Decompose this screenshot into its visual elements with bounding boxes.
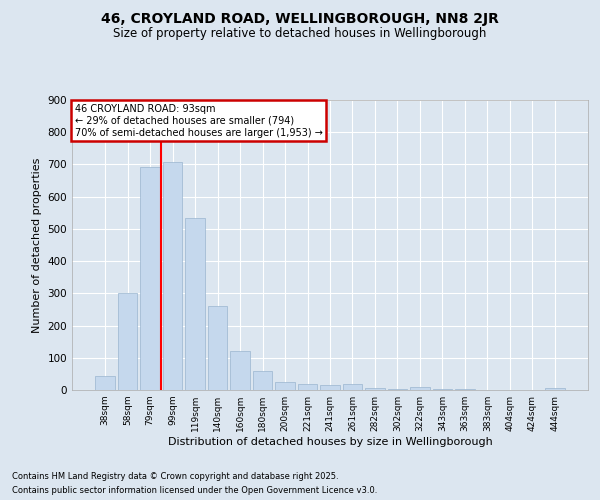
Bar xyxy=(275,382,295,390)
Text: Contains HM Land Registry data © Crown copyright and database right 2025.: Contains HM Land Registry data © Crown c… xyxy=(12,472,338,481)
Bar xyxy=(185,218,205,390)
Bar xyxy=(95,376,115,390)
Text: 46, CROYLAND ROAD, WELLINGBOROUGH, NN8 2JR: 46, CROYLAND ROAD, WELLINGBOROUGH, NN8 2… xyxy=(101,12,499,26)
X-axis label: Distribution of detached houses by size in Wellingborough: Distribution of detached houses by size … xyxy=(167,437,493,447)
Text: Contains public sector information licensed under the Open Government Licence v3: Contains public sector information licen… xyxy=(12,486,377,495)
Bar xyxy=(365,388,385,390)
Y-axis label: Number of detached properties: Number of detached properties xyxy=(32,158,42,332)
Bar xyxy=(253,370,272,390)
Bar xyxy=(410,388,430,390)
Bar xyxy=(140,166,160,390)
Bar xyxy=(433,389,452,390)
Bar xyxy=(230,352,250,390)
Text: 46 CROYLAND ROAD: 93sqm
← 29% of detached houses are smaller (794)
70% of semi-d: 46 CROYLAND ROAD: 93sqm ← 29% of detache… xyxy=(74,104,322,138)
Bar xyxy=(118,294,137,390)
Bar xyxy=(320,385,340,390)
Bar xyxy=(388,388,407,390)
Bar xyxy=(208,306,227,390)
Text: Size of property relative to detached houses in Wellingborough: Size of property relative to detached ho… xyxy=(113,28,487,40)
Bar xyxy=(163,162,182,390)
Bar xyxy=(298,384,317,390)
Bar xyxy=(545,388,565,390)
Bar xyxy=(343,384,362,390)
